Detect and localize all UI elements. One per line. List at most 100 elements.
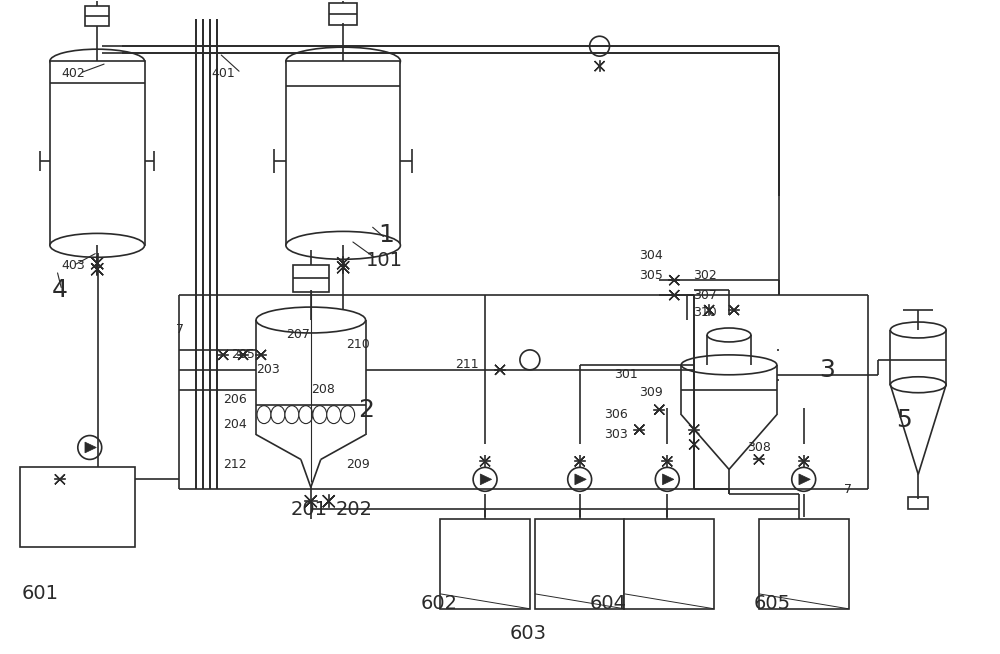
Text: 604: 604 <box>590 594 627 613</box>
Polygon shape <box>55 474 65 479</box>
Ellipse shape <box>707 358 751 372</box>
Text: 208: 208 <box>311 383 335 396</box>
Ellipse shape <box>707 328 751 342</box>
Text: 306: 306 <box>605 408 628 421</box>
Polygon shape <box>218 350 228 355</box>
Polygon shape <box>669 295 679 300</box>
Polygon shape <box>669 280 679 285</box>
Text: 307: 307 <box>693 288 717 301</box>
Circle shape <box>78 436 102 460</box>
Polygon shape <box>480 456 490 462</box>
Polygon shape <box>689 424 699 430</box>
Text: 402: 402 <box>62 67 86 80</box>
Polygon shape <box>238 355 248 360</box>
Polygon shape <box>238 350 248 355</box>
Text: 601: 601 <box>22 585 59 604</box>
Ellipse shape <box>50 233 145 257</box>
Polygon shape <box>323 495 329 508</box>
Circle shape <box>655 468 679 491</box>
Polygon shape <box>337 257 343 269</box>
Bar <box>535 519 624 609</box>
Polygon shape <box>654 405 664 409</box>
Text: 7: 7 <box>844 483 852 496</box>
Text: 304: 304 <box>639 249 663 262</box>
Ellipse shape <box>286 232 400 259</box>
Ellipse shape <box>50 49 145 73</box>
Text: 206: 206 <box>223 393 247 406</box>
Ellipse shape <box>257 405 271 424</box>
Polygon shape <box>343 257 349 269</box>
Text: 4: 4 <box>52 278 68 302</box>
Text: 210: 210 <box>346 338 369 351</box>
Polygon shape <box>600 61 605 71</box>
Text: 3: 3 <box>819 358 835 382</box>
Polygon shape <box>799 462 809 466</box>
Polygon shape <box>575 456 585 462</box>
Polygon shape <box>218 355 228 360</box>
Polygon shape <box>91 257 97 269</box>
Ellipse shape <box>271 405 285 424</box>
Ellipse shape <box>327 405 341 424</box>
Text: 202: 202 <box>336 500 373 519</box>
Polygon shape <box>480 474 492 485</box>
Text: 301: 301 <box>615 368 638 381</box>
Bar <box>293 266 329 292</box>
Text: 302: 302 <box>693 269 717 282</box>
Bar <box>20 468 135 547</box>
Polygon shape <box>663 474 674 485</box>
Circle shape <box>568 468 592 491</box>
Polygon shape <box>754 455 764 460</box>
Polygon shape <box>343 262 349 273</box>
Text: 602: 602 <box>420 594 457 613</box>
Ellipse shape <box>890 322 946 338</box>
Polygon shape <box>689 430 699 434</box>
Polygon shape <box>305 495 317 501</box>
Polygon shape <box>595 61 600 71</box>
Text: 211: 211 <box>455 358 479 371</box>
Text: 309: 309 <box>639 387 663 399</box>
Polygon shape <box>634 430 644 434</box>
Polygon shape <box>575 474 586 485</box>
Bar <box>329 3 357 26</box>
Polygon shape <box>709 305 714 315</box>
Text: 201: 201 <box>291 500 328 519</box>
Text: 5: 5 <box>896 407 912 432</box>
Text: 401: 401 <box>211 67 235 80</box>
Ellipse shape <box>286 47 400 75</box>
Polygon shape <box>694 439 699 449</box>
Circle shape <box>792 468 816 491</box>
Text: 212: 212 <box>223 458 247 471</box>
Text: 605: 605 <box>754 594 791 613</box>
Polygon shape <box>799 456 809 462</box>
Bar <box>440 519 530 609</box>
Text: 403: 403 <box>62 259 86 272</box>
Ellipse shape <box>313 405 327 424</box>
Polygon shape <box>654 409 664 415</box>
Bar <box>50 61 145 245</box>
Polygon shape <box>662 456 672 462</box>
Bar <box>759 519 849 609</box>
Text: 310: 310 <box>693 305 717 318</box>
Text: 305: 305 <box>639 269 663 282</box>
Polygon shape <box>729 305 739 310</box>
Polygon shape <box>704 305 709 315</box>
Polygon shape <box>91 264 97 275</box>
Text: 101: 101 <box>366 250 403 270</box>
Polygon shape <box>669 275 679 280</box>
Text: 209: 209 <box>346 458 369 471</box>
Polygon shape <box>634 424 644 430</box>
Text: 603: 603 <box>510 624 547 643</box>
Bar <box>624 519 714 609</box>
Polygon shape <box>97 264 103 275</box>
Polygon shape <box>256 355 266 360</box>
Text: 7: 7 <box>176 324 184 337</box>
Polygon shape <box>256 350 266 355</box>
Polygon shape <box>689 439 694 449</box>
Polygon shape <box>495 370 505 375</box>
Circle shape <box>590 36 610 56</box>
Text: 207: 207 <box>286 328 310 341</box>
Polygon shape <box>480 462 490 466</box>
Ellipse shape <box>681 355 777 375</box>
Bar <box>908 497 928 509</box>
Polygon shape <box>337 262 343 273</box>
